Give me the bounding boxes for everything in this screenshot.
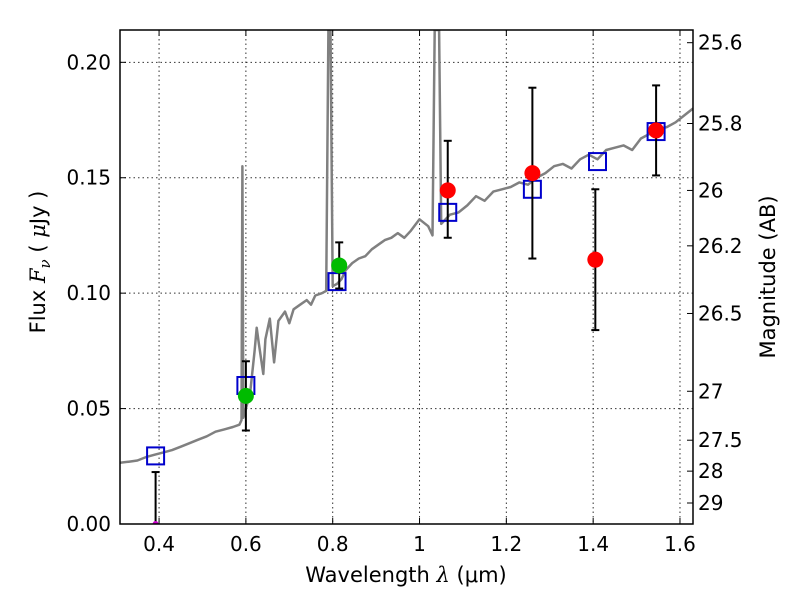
y2-tick-label: 26.5 — [698, 301, 743, 325]
model-box — [146, 446, 166, 466]
model-box — [588, 152, 607, 172]
y-tick-label: 0.20 — [66, 50, 111, 74]
x-tick-label: 1.2 — [490, 532, 522, 556]
y2-tick-label: 27 — [698, 379, 723, 403]
observation-point — [524, 165, 541, 182]
y-tick-label: 0.05 — [66, 397, 111, 421]
x-tick-label: 1.6 — [664, 532, 696, 556]
y-tick-label: 0.00 — [66, 512, 111, 536]
x-tick-label: 1.4 — [577, 532, 609, 556]
observation-point — [331, 257, 348, 274]
y2-tick-label: 25.8 — [698, 111, 743, 135]
observation-point — [237, 387, 254, 404]
plot-frame — [119, 29, 694, 525]
y2-tick-label: 27.5 — [698, 428, 743, 452]
spectrum-line — [120, 30, 693, 465]
y2-tick-label: 26 — [698, 178, 723, 202]
y2-tick-label: 28 — [698, 459, 723, 483]
y-axis-label: Flux Fν ( μJy ) — [26, 191, 54, 334]
x-tick-label: 0.6 — [230, 532, 262, 556]
x-tick-label: 0.4 — [143, 532, 175, 556]
x-tick-label: 0.8 — [317, 532, 349, 556]
observation-point — [439, 182, 456, 199]
model-boxes — [146, 122, 666, 466]
observation-point — [648, 122, 665, 139]
x-axis-label: Wavelength λ (μm) — [305, 563, 506, 587]
y2-axis-label: Magnitude (AB) — [756, 195, 780, 358]
plot-area — [120, 30, 693, 524]
y-tick-label: 0.15 — [66, 166, 111, 190]
y2-tick-label: 25.6 — [698, 31, 743, 55]
y2-tick-label: 29 — [698, 491, 723, 515]
y2-tick-label: 26.2 — [698, 234, 743, 258]
y-tick-label: 0.10 — [66, 281, 111, 305]
observation-point — [587, 251, 604, 268]
observations — [151, 84, 665, 524]
x-tick-label: 1 — [413, 532, 426, 556]
axis-ticks: 0.4 0.6 0.8 1 1.2 1.4 1.6 0.00 0.05 0.10 0.15 0.20 2… — [66, 30, 743, 556]
